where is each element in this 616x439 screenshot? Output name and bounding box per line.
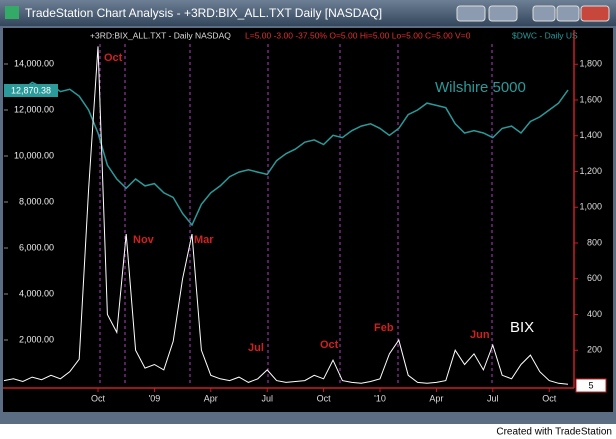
series-line — [3, 46, 569, 385]
event-label: Nov — [133, 234, 155, 246]
header-second-symbol: $DWC - Daily US — [512, 30, 578, 40]
legend-label: BIX — [510, 319, 534, 336]
event-label: Feb — [374, 322, 394, 334]
app-icon — [5, 6, 19, 19]
event-label: Oct — [104, 52, 123, 64]
last-value-box — [4, 84, 58, 97]
header-symbol: +3RD:BIX_ALL.TXT - Daily NASDAQ — [90, 30, 231, 40]
close-button[interactable] — [580, 5, 610, 22]
y2-tick-label: 200 — [587, 345, 602, 355]
chart-area — [3, 28, 613, 412]
y2-tick-label: 600 — [587, 273, 602, 283]
footer-bar — [0, 424, 616, 439]
y2-tick-label: 400 — [587, 309, 602, 319]
y-tick-label: 6,000.00 — [19, 242, 54, 252]
y2-tick-label: 1,800 — [579, 59, 602, 69]
x-tick-label: Oct — [91, 393, 106, 403]
event-label: Mar — [194, 234, 214, 246]
toolbar-button[interactable] — [488, 5, 518, 22]
y-tick-label: 14,000.00 — [14, 58, 54, 68]
header-quote: L=5.00 -3.00 -37.50% O=5.00 Hi=5.00 Lo=5… — [245, 30, 471, 40]
x-tick-label: Apr — [204, 393, 218, 403]
x-tick-label: '10 — [374, 393, 386, 403]
x-tick-label: Jul — [487, 393, 499, 403]
y2-tick-label: 1,000 — [579, 202, 602, 212]
x-tick-label: '09 — [149, 393, 161, 403]
y-tick-label: 8,000.00 — [19, 196, 54, 206]
y-tick-label: 12,000.00 — [14, 104, 54, 114]
y-tick-label: 4,000.00 — [19, 288, 54, 298]
y2-tick-label: 1,600 — [579, 94, 602, 104]
y2-tick-label: 800 — [587, 237, 602, 247]
legend-label: Wilshire 5000 — [435, 79, 526, 96]
footer: Created with TradeStation — [496, 427, 612, 438]
last-value-box — [575, 378, 607, 393]
x-tick-label: Apr — [429, 393, 443, 403]
event-label: Oct — [320, 339, 339, 351]
last-value-label: 12,870.38 — [11, 85, 51, 95]
x-tick-label: Jul — [261, 393, 273, 403]
restore-button[interactable] — [456, 5, 486, 22]
y2-tick-label: 1,200 — [579, 166, 602, 176]
y-tick-label: 2,000.00 — [19, 334, 54, 344]
series-line — [3, 81, 569, 227]
y2-tick-label: 1,400 — [579, 130, 602, 140]
last-value-label: 5 — [588, 380, 593, 390]
maximize-button[interactable] — [556, 5, 580, 22]
event-label: Jun — [470, 329, 490, 341]
minimize-button[interactable] — [532, 5, 556, 22]
window-title: TradeStation Chart Analysis - +3RD:BIX_A… — [25, 6, 382, 20]
y-tick-label: 10,000.00 — [14, 150, 54, 160]
x-tick-label: Oct — [317, 393, 332, 403]
event-label: Jul — [248, 342, 264, 354]
x-tick-label: Oct — [542, 393, 557, 403]
